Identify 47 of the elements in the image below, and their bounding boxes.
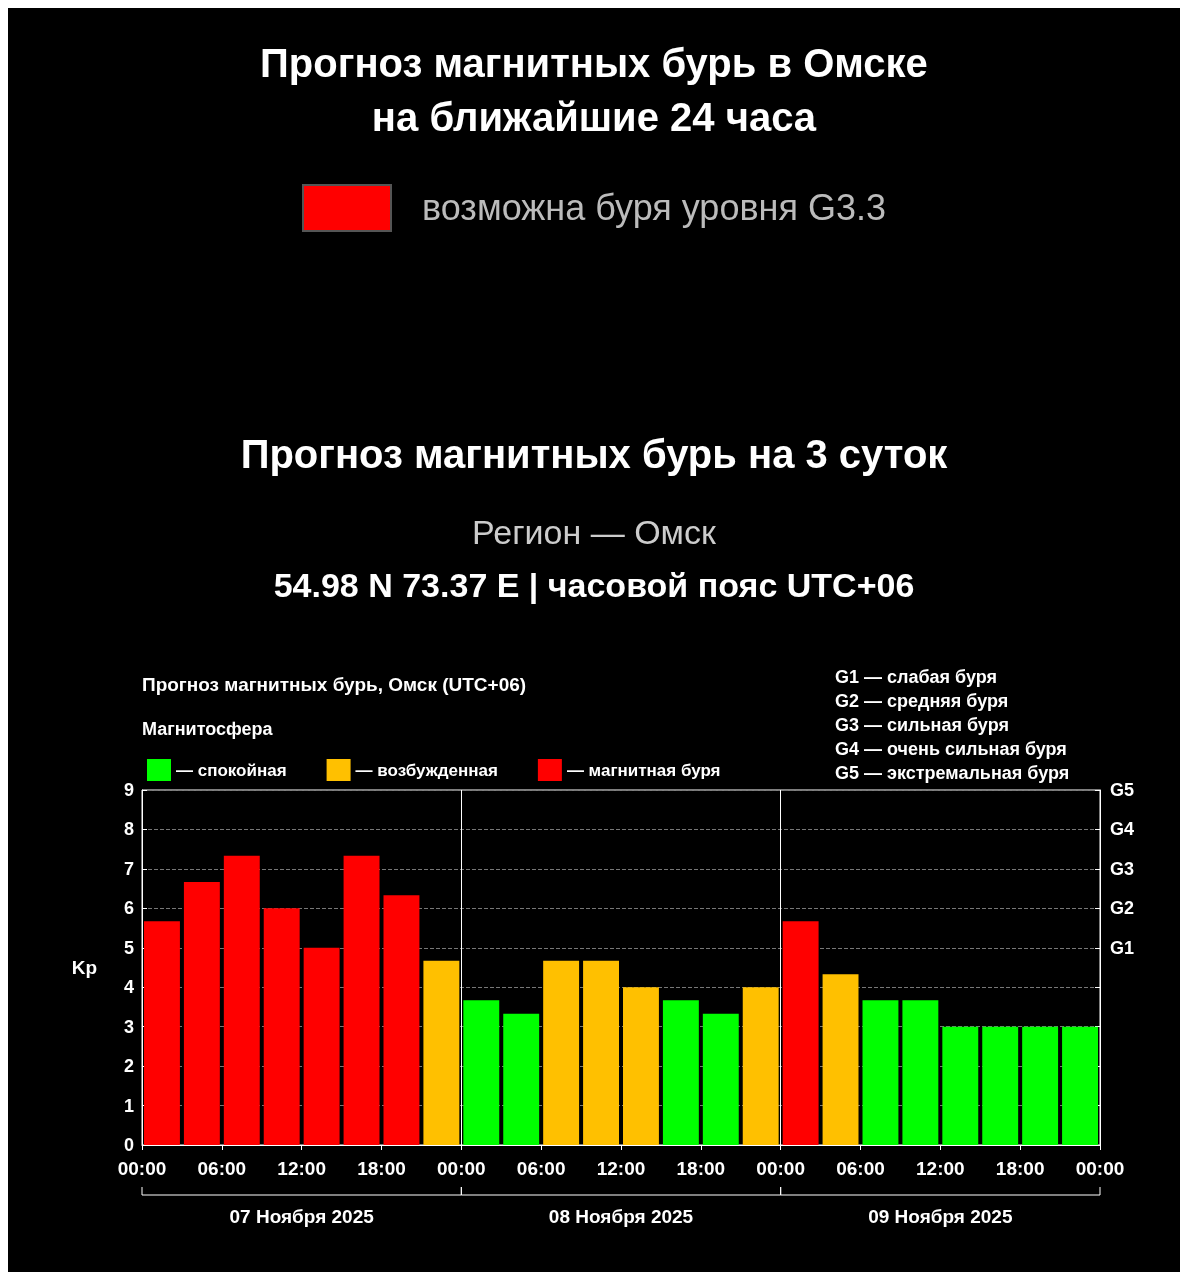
y-tick-label: 9: [123, 780, 134, 800]
x-tick-label: 12:00: [916, 1158, 965, 1179]
chart-title: Прогноз магнитных бурь в Омске на ближайшие 24 часа: [259, 40, 929, 141]
text: 09 Ноября 2025: [868, 1206, 1013, 1227]
text: G2 — средняя буря: [835, 691, 1009, 711]
text: возможна буря уровня G3.3: [422, 187, 886, 229]
x-tick-label: 06:00: [516, 1158, 566, 1179]
text: G4: [1110, 819, 1135, 840]
x-tick-label: 00:00: [117, 1158, 167, 1179]
text: 07 Ноября 2025: [229, 1206, 375, 1227]
x-tick-label: 18:00: [995, 1158, 1045, 1179]
y-tick-label: 6: [123, 898, 134, 919]
x-tick-label: 00:00: [1075, 1158, 1125, 1179]
y-tick-label: 5: [123, 937, 134, 958]
y-tick-label: 1: [123, 1095, 134, 1116]
x-tick-label: 00:00: [756, 1158, 805, 1179]
text: Регион — Омск: [471, 513, 717, 552]
y-tick-label: 0: [123, 1135, 134, 1155]
y-tick-label: 8: [123, 819, 134, 840]
x-tick-label: 18:00: [676, 1158, 726, 1179]
text: G3 — сильная буря: [835, 715, 1009, 735]
x-tick-label: 12:00: [596, 1158, 646, 1179]
text: Прогноз магнитных бурь, Омск (UTC+06): [142, 674, 527, 695]
y-tick-label: 4: [123, 977, 134, 998]
legend-label: — возбужденная: [355, 760, 498, 780]
y-tick-label: 7: [123, 858, 134, 879]
legend-label: — спокойная: [176, 760, 287, 780]
x-tick-label: 12:00: [277, 1158, 326, 1179]
text: G3: [1110, 858, 1135, 879]
x-tick-label: 00:00: [437, 1158, 486, 1179]
text: G1: [1110, 937, 1135, 958]
text: 08 Ноября 2025: [548, 1206, 694, 1227]
y-tick-label: 3: [123, 1016, 134, 1037]
text: G4 — очень сильная буря: [835, 739, 1067, 759]
text: 54.98 N 73.37 E | часовой пояс UTC+06: [272, 566, 916, 605]
y-axis-title: Kp: [71, 957, 97, 978]
text: G2: [1110, 898, 1135, 919]
text: G1 — слабая буря: [835, 667, 998, 687]
text: G5: [1110, 780, 1135, 800]
x-tick-label: 06:00: [197, 1158, 247, 1179]
legend-title: Магнитосфера: [142, 719, 274, 739]
x-tick-label: 06:00: [836, 1158, 885, 1179]
chart-subtitle: Прогноз магнитных бурь на 3 суток: [239, 432, 949, 477]
y-tick-label: 2: [123, 1056, 134, 1077]
legend-label: — магнитная буря: [566, 760, 721, 780]
x-tick-label: 18:00: [357, 1158, 406, 1179]
text: G5 — экстремальная буря: [835, 763, 1070, 783]
